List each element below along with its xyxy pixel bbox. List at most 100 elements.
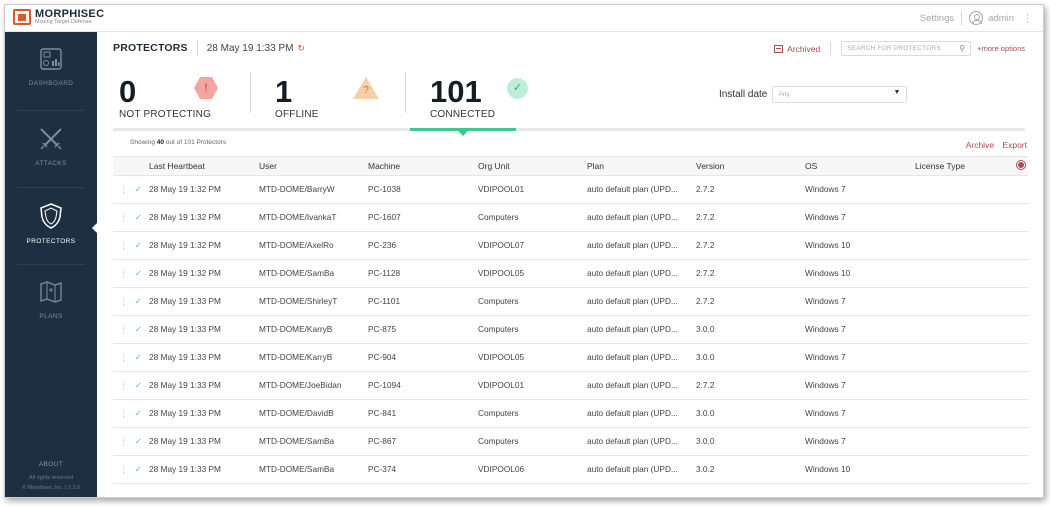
user-avatar-icon[interactable]: [969, 11, 984, 25]
table-row[interactable]: ⋮ ✓ 28 May 19 1:33 PM MTD-DOME/KarryB PC-875…: [113, 316, 1028, 344]
cell-org-unit: VDIPOOL06: [478, 464, 525, 474]
row-menu-icon[interactable]: ⋮: [119, 324, 128, 334]
table-body: ⋮ ✓ 28 May 19 1:32 PM MTD-DOME/BarryW PC-103…: [113, 176, 1028, 484]
row-menu-icon[interactable]: ⋮: [119, 296, 128, 306]
map-icon: [40, 281, 62, 303]
cell-version: 2.7.2: [696, 184, 715, 194]
row-menu-icon[interactable]: ⋮: [119, 352, 128, 362]
cell-plan: auto default plan (UPD...: [587, 408, 678, 418]
not-protecting-label[interactable]: NOT PROTECTING: [119, 109, 212, 120]
row-menu-icon[interactable]: ⋮: [119, 184, 128, 194]
cell-last-heartbeat: 28 May 19 1:33 PM: [149, 296, 221, 306]
connected-count[interactable]: 101: [430, 74, 482, 109]
sidebar-item-label: DASHBOARD: [28, 80, 74, 87]
logo-name: MORPHISEC: [35, 8, 105, 20]
archived-link[interactable]: Archived: [774, 44, 820, 54]
row-menu-icon[interactable]: ⋮: [119, 240, 128, 250]
search-icon[interactable]: ⚲: [959, 44, 966, 53]
table-row[interactable]: ⋮ ✓ 28 May 19 1:33 PM MTD-DOME/KarryB PC-904…: [113, 344, 1028, 372]
table-row[interactable]: ⋮ ✓ 28 May 19 1:32 PM MTD-DOME/AxelRo PC-236…: [113, 232, 1028, 260]
table-row[interactable]: ⋮ ✓ 28 May 19 1:33 PM MTD-DOME/SamBa PC-374 V…: [113, 456, 1028, 484]
about-link[interactable]: ABOUT: [38, 461, 64, 468]
cell-os: Windows 7: [805, 436, 846, 446]
not-protecting-count[interactable]: 0: [119, 74, 137, 109]
archive-box-icon: [774, 44, 784, 53]
cell-last-heartbeat: 28 May 19 1:33 PM: [149, 436, 221, 446]
cell-os: Windows 7: [805, 352, 846, 362]
user-name[interactable]: admin: [988, 12, 1014, 24]
logo-tagline: Moving Target Defense: [35, 19, 92, 25]
cell-user: MTD-DOME/SamBa: [259, 436, 335, 446]
table-row[interactable]: ⋮ ✓ 28 May 19 1:33 PM MTD-DOME/SamBa PC-867 C…: [113, 428, 1028, 456]
cell-org-unit: Computers: [478, 296, 519, 306]
table-row[interactable]: ⋮ ✓ 28 May 19 1:33 PM MTD-DOME/JoeBidan PC-1…: [113, 372, 1028, 400]
cell-last-heartbeat: 28 May 19 1:33 PM: [149, 380, 221, 390]
row-menu-icon[interactable]: ⋮: [119, 268, 128, 278]
connected-tab-indicator: [410, 128, 516, 131]
showing-count: 40: [156, 139, 164, 146]
column-header-os[interactable]: OS: [805, 161, 818, 171]
cell-last-heartbeat: 28 May 19 1:32 PM: [149, 212, 221, 222]
cell-os: Windows 7: [805, 408, 846, 418]
connected-tab-notch: [458, 131, 468, 136]
cell-org-unit: Computers: [478, 324, 519, 334]
row-menu-icon[interactable]: ⋮: [119, 212, 128, 222]
sidebar-item-dashboard[interactable]: DASHBOARD: [5, 46, 97, 87]
sidebar-item-plans[interactable]: PLANS: [5, 279, 97, 320]
cell-plan: auto default plan (UPD...: [587, 380, 678, 390]
offline-label[interactable]: OFFLINE: [275, 109, 319, 120]
settings-link[interactable]: Settings: [919, 12, 955, 24]
refresh-icon[interactable]: ↻: [297, 42, 305, 53]
column-header-machine[interactable]: Machine: [368, 161, 401, 171]
table-row[interactable]: ⋮ ✓ 28 May 19 1:32 PM MTD-DOME/SamBa PC-1128…: [113, 260, 1028, 288]
cell-version: 3.0.0: [696, 436, 715, 446]
table-row[interactable]: ⋮ ✓ 28 May 19 1:33 PM MTD-DOME/ShirleyT PC-1…: [113, 288, 1028, 316]
column-header-license-type[interactable]: License Type: [915, 161, 965, 171]
column-header-user[interactable]: User: [259, 161, 277, 171]
dashboard-icon: [40, 48, 62, 70]
row-menu-icon[interactable]: ⋮: [119, 408, 128, 418]
cell-plan: auto default plan (UPD...: [587, 352, 678, 362]
install-date-select[interactable]: Any ▼: [772, 86, 908, 103]
table-header-row: Last Heartbeat User Machine Org Unit Pla…: [113, 156, 1028, 176]
table-row[interactable]: ⋮ ✓ 28 May 19 1:32 PM MTD-DOME/IvankaT PC-16…: [113, 204, 1028, 232]
table-row[interactable]: ⋮ ✓ 28 May 19 1:32 PM MTD-DOME/BarryW PC-103…: [113, 176, 1028, 204]
column-header-org-unit[interactable]: Org Unit: [478, 161, 510, 171]
cell-plan: auto default plan (UPD...: [587, 184, 678, 194]
column-header-plan[interactable]: Plan: [587, 161, 605, 171]
table-row[interactable]: ⋮ ✓ 28 May 19 1:33 PM MTD-DOME/DavidB PC-841…: [113, 400, 1028, 428]
column-header-last-heartbeat[interactable]: Last Heartbeat: [149, 161, 205, 171]
stat-divider: [250, 73, 251, 113]
export-button[interactable]: Export: [1002, 140, 1027, 150]
kebab-menu-icon[interactable]: ⋮: [1022, 12, 1033, 25]
column-header-version[interactable]: Version: [696, 161, 725, 171]
row-menu-icon[interactable]: ⋮: [119, 464, 128, 474]
row-menu-icon[interactable]: ⋮: [119, 380, 128, 390]
connected-check-icon: ✓: [135, 297, 142, 306]
last-updated-timestamp: 28 May 19 1:33 PM: [206, 42, 294, 54]
logo-text: MORPHISEC Moving Target Defense: [35, 9, 104, 26]
archive-button[interactable]: Archive: [965, 140, 995, 150]
sidebar-item-protectors[interactable]: PROTECTORS: [5, 202, 97, 245]
connected-check-icon: ✓: [135, 325, 142, 334]
sidebar-item-attacks[interactable]: ATTACKS: [5, 126, 97, 167]
cell-user: MTD-DOME/SamBa: [259, 464, 335, 474]
column-settings-gear-icon[interactable]: [1018, 162, 1024, 168]
connected-check-icon: ✓: [507, 78, 528, 99]
chevron-down-icon: ▼: [893, 89, 901, 96]
cell-os: Windows 7: [805, 296, 846, 306]
page-header: PROTECTORS 28 May 19 1:33 PM ↻: [113, 41, 305, 55]
nav-divider: [17, 110, 85, 111]
showing-count-text: Showing 40 out of 101 Protectors: [130, 139, 226, 146]
cell-os: Windows 10: [805, 268, 851, 278]
logo-mark-icon: [13, 9, 31, 26]
app-window: MORPHISEC Moving Target Defense Settings…: [4, 4, 1044, 498]
cell-os: Windows 7: [805, 212, 846, 222]
shield-icon: [40, 203, 62, 229]
morphisec-logo[interactable]: MORPHISEC Moving Target Defense: [13, 9, 104, 26]
more-options-link[interactable]: +more options: [977, 44, 1025, 53]
search-input[interactable]: SEARCH FOR PROTECTORS ⚲: [841, 41, 972, 56]
row-menu-icon[interactable]: ⋮: [119, 436, 128, 446]
offline-count[interactable]: 1: [275, 74, 293, 109]
connected-label[interactable]: CONNECTED: [430, 109, 496, 120]
